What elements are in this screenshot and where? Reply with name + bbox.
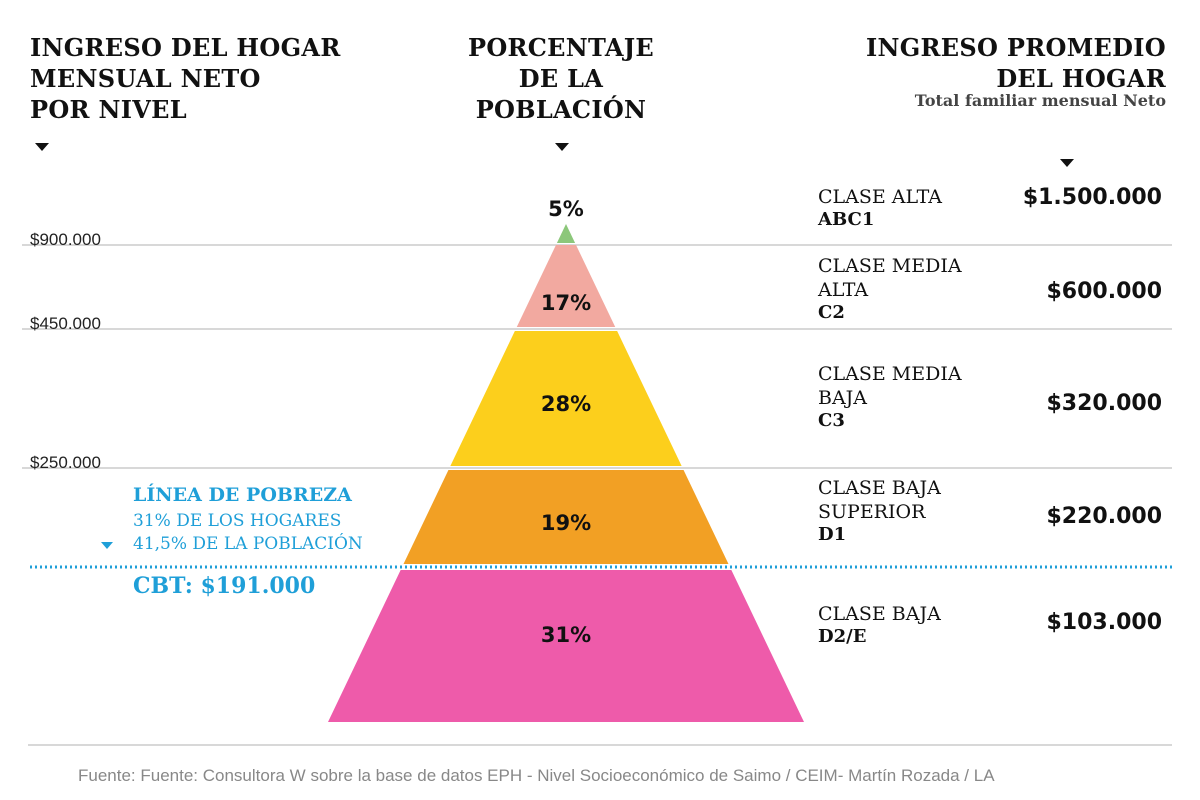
income-threshold-450000: $450.000 <box>30 314 101 333</box>
income-threshold-250000: $250.000 <box>30 453 101 472</box>
class-name-line: BAJA <box>818 387 868 409</box>
class-label-c3: CLASE MEDIA BAJA C3 <box>818 362 962 432</box>
class-code: D1 <box>818 524 847 545</box>
class-code: ABC1 <box>818 209 875 230</box>
left-header-line: POR NIVEL <box>30 95 187 124</box>
class-name-line: CLASE MEDIA <box>818 363 962 385</box>
pyramid-band-d1 <box>403 470 729 564</box>
center-header-line: POBLACIÓN <box>475 95 647 124</box>
avg-income-c3: $320.000 <box>1046 391 1162 416</box>
right-column-header: INGRESO PROMEDIO DEL HOGAR <box>866 32 1166 94</box>
left-header-line: INGRESO DEL HOGAR <box>30 33 341 62</box>
poverty-arrow-icon <box>101 542 113 549</box>
cbt-label: CBT: $191.000 <box>133 573 316 599</box>
avg-income-d2e: $103.000 <box>1046 610 1162 635</box>
class-label-c2: CLASE MEDIA ALTA C2 <box>818 254 962 324</box>
percent-label-c2: 17% <box>541 291 591 315</box>
pyramid-band-c3 <box>450 331 682 466</box>
center-header-line: DE LA <box>518 64 604 93</box>
left-column-header: INGRESO DEL HOGAR MENSUAL NETO POR NIVEL <box>30 32 341 125</box>
center-column-header: PORCENTAJE DE LA POBLACIÓN <box>455 32 667 125</box>
class-name-line: CLASE ALTA <box>818 186 942 208</box>
class-code: C3 <box>818 410 845 431</box>
right-header-line: INGRESO PROMEDIO <box>866 33 1166 62</box>
right-header-arrow-icon <box>1060 159 1074 167</box>
class-label-d2e: CLASE BAJA D2/E <box>818 602 941 648</box>
percent-label-d1: 19% <box>541 511 591 535</box>
class-name-line: CLASE BAJA <box>818 477 941 499</box>
income-threshold-900000: $900.000 <box>30 230 101 249</box>
percent-label-abc1: 5% <box>548 197 584 221</box>
poverty-line-title: LÍNEA DE POBREZA <box>133 484 352 506</box>
pyramid-band-d2e <box>328 570 804 722</box>
avg-income-abc1: $1.500.000 <box>1022 185 1162 210</box>
source-note: Fuente: Fuente: Consultora W sobre la ba… <box>78 766 995 785</box>
right-header-subtitle: Total familiar mensual Neto <box>914 91 1166 110</box>
pyramid-band-c2 <box>516 245 616 327</box>
poverty-population: 41,5% DE LA POBLACIÓN <box>133 534 363 554</box>
class-name-line: ALTA <box>818 279 869 301</box>
class-name-line: SUPERIOR <box>818 501 926 523</box>
left-header-arrow-icon <box>35 143 49 151</box>
class-label-abc1: CLASE ALTA ABC1 <box>818 185 942 231</box>
percent-label-d2e: 31% <box>541 623 591 647</box>
avg-income-c2: $600.000 <box>1046 279 1162 304</box>
center-header-arrow-icon <box>555 143 569 151</box>
poverty-households: 31% DE LOS HOGARES <box>133 511 342 531</box>
class-label-d1: CLASE BAJA SUPERIOR D1 <box>818 476 941 546</box>
avg-income-d1: $220.000 <box>1046 504 1162 529</box>
left-header-line: MENSUAL NETO <box>30 64 261 93</box>
class-name-line: CLASE BAJA <box>818 603 941 625</box>
right-header-line: DEL HOGAR <box>996 64 1166 93</box>
pyramid-band-abc1 <box>556 224 576 243</box>
class-code: C2 <box>818 302 845 323</box>
percent-label-c3: 28% <box>541 392 591 416</box>
center-header-line: PORCENTAJE <box>467 33 655 62</box>
class-name-line: CLASE MEDIA <box>818 255 962 277</box>
class-code: D2/E <box>818 626 867 647</box>
